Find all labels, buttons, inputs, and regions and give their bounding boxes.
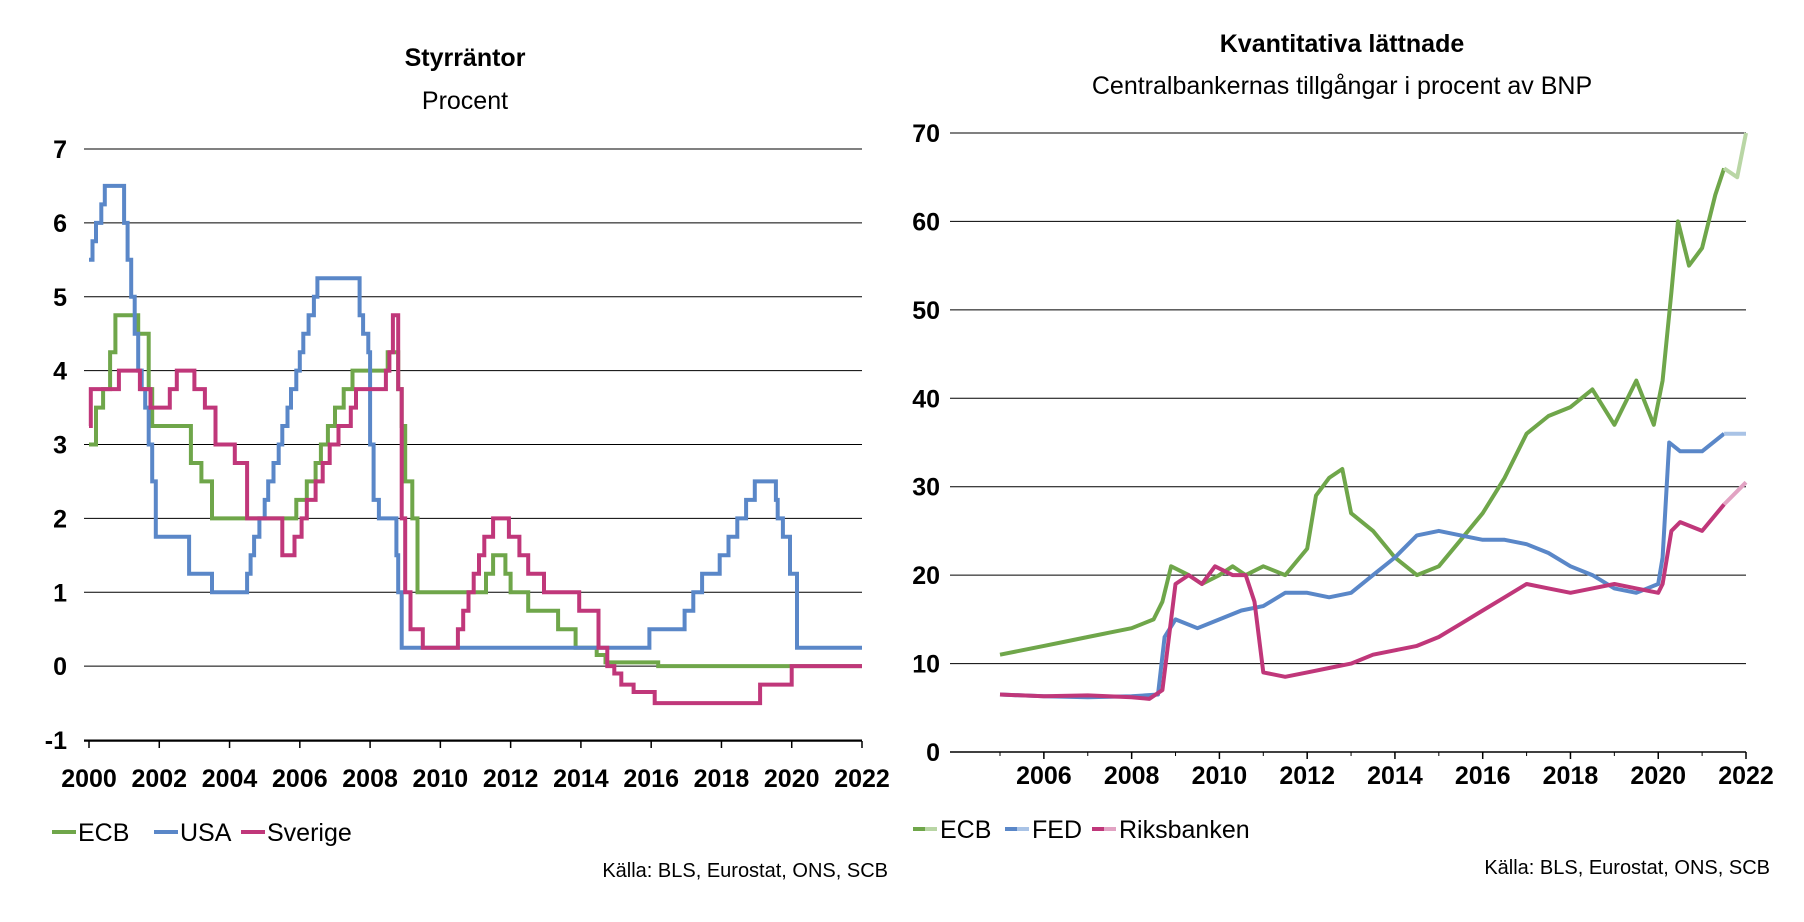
- y-axis-ticks: -1 0 1 2 3 4 5 6 7: [45, 136, 67, 755]
- x-tick-label: 2022: [1718, 762, 1774, 790]
- x-axis-ticks: 2000 2002 2004 2006 2008 2010 2012 2014 2016 2018…: [61, 765, 890, 793]
- source-note: Källa: BLS, Eurostat, ONS, SCB: [602, 860, 888, 882]
- y-tick-label: 7: [53, 136, 67, 164]
- x-tick-label: 2006: [272, 765, 328, 793]
- y-tick-label: 0: [926, 739, 940, 767]
- legend-label-ecb: ECB: [78, 819, 129, 847]
- x-tick-label: 2002: [131, 765, 187, 793]
- chart-title: Kvantitativa lättnade: [1220, 30, 1465, 58]
- legend-label-ecb: ECB: [940, 816, 991, 844]
- y-tick-label: 6: [53, 210, 67, 238]
- x-tick-label: 2014: [553, 765, 609, 793]
- series-lines: [999, 132, 1748, 701]
- x-tick-label: 2020: [1630, 762, 1686, 790]
- y-tick-label: 4: [53, 358, 67, 386]
- y-tick-label: 0: [53, 653, 67, 681]
- chart-subtitle: Centralbankernas tillgångar i procent av…: [1092, 72, 1592, 100]
- chart-kvantitativa-lattnade: Kvantitativa lättnade Centralbankernas t…: [912, 30, 1774, 879]
- source-note: Källa: BLS, Eurostat, ONS, SCB: [1484, 857, 1770, 879]
- x-tick-label: 2010: [413, 765, 469, 793]
- x-axis-ticks: 2006 2008 2010 2012 2014 2016 2018 2020 2022: [1016, 762, 1774, 790]
- x-tick-label: 2012: [483, 765, 539, 793]
- series-line-ecb: [999, 167, 1726, 657]
- x-tick-label: 2016: [623, 765, 679, 793]
- y-tick-label: -1: [45, 727, 67, 755]
- legend-label-riksbanken: Riksbanken: [1119, 816, 1250, 844]
- x-axis: [950, 751, 1747, 759]
- y-tick-label: 10: [912, 651, 940, 679]
- y-tick-label: 5: [53, 284, 67, 312]
- y-tick-label: 3: [53, 432, 67, 460]
- x-tick-label: 2008: [342, 765, 398, 793]
- x-tick-label: 2008: [1104, 762, 1160, 790]
- y-tick-label: 20: [912, 562, 940, 590]
- legend-label-fed: FED: [1032, 816, 1082, 844]
- y-tick-label: 70: [912, 120, 940, 148]
- y-gridlines: [950, 132, 1746, 753]
- x-tick-label: 2022: [834, 765, 890, 793]
- series-line-sverige: [88, 313, 862, 706]
- y-tick-label: 60: [912, 208, 940, 236]
- series-line-ecb: [89, 313, 862, 669]
- y-tick-label: 1: [53, 579, 67, 607]
- x-tick-label: 2004: [202, 765, 258, 793]
- legend-label-sverige: Sverige: [267, 819, 352, 847]
- series-lines: [88, 183, 862, 706]
- x-tick-label: 2010: [1192, 762, 1248, 790]
- y-tick-label: 50: [912, 297, 940, 325]
- y-tick-label: 40: [912, 385, 940, 413]
- x-tick-label: 2014: [1367, 762, 1423, 790]
- legend: ECB FED Riksbanken: [913, 816, 1250, 844]
- x-tick-label: 2016: [1455, 762, 1511, 790]
- x-tick-label: 2012: [1279, 762, 1335, 790]
- series-line-riksbanken-projection: [1722, 480, 1748, 506]
- y-tick-label: 30: [912, 474, 940, 502]
- chart-title: Styrräntor: [405, 44, 526, 72]
- x-axis: [84, 740, 863, 748]
- legend-label-usa: USA: [180, 819, 232, 847]
- series-line-riksbanken: [999, 503, 1726, 701]
- y-gridlines: [84, 148, 862, 741]
- x-tick-label: 2000: [61, 765, 117, 793]
- x-tick-label: 2018: [694, 765, 750, 793]
- x-tick-label: 2006: [1016, 762, 1072, 790]
- series-line-ecb-projection: [1722, 132, 1748, 180]
- y-axis-ticks: 0 10 20 30 40 50 60 70: [912, 120, 940, 767]
- chart-subtitle: Procent: [422, 87, 508, 115]
- x-tick-label: 2020: [764, 765, 820, 793]
- y-tick-label: 2: [53, 505, 67, 533]
- x-tick-label: 2018: [1543, 762, 1599, 790]
- legend: ECB USA Sverige: [52, 819, 352, 847]
